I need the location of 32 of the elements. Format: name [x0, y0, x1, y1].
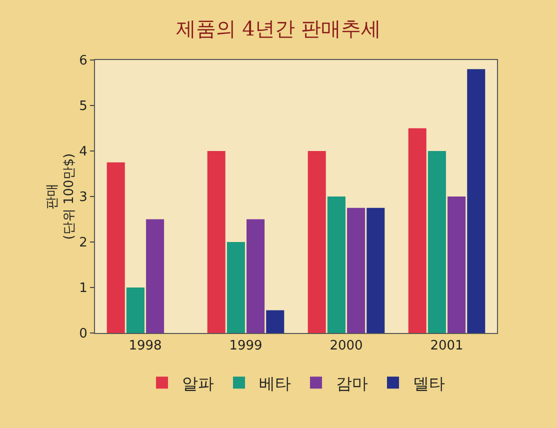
legend-label: 감마 — [336, 374, 368, 393]
y-tick-label: 5 — [79, 99, 88, 114]
y-tick-label: 0 — [79, 326, 88, 342]
bar — [347, 208, 366, 333]
legend-label: 베타 — [259, 374, 291, 393]
y-tick-label: 1 — [79, 281, 88, 296]
legend-label: 알파 — [182, 374, 214, 393]
y-axis-title: 판매 (단위 100만$) — [45, 153, 78, 240]
bar — [408, 128, 426, 333]
bar — [327, 196, 346, 333]
bar — [246, 219, 265, 333]
x-tick-label: 1998 — [128, 338, 162, 354]
bar — [266, 310, 284, 333]
bar — [126, 288, 144, 333]
x-tick-label: 1999 — [229, 338, 262, 354]
bar — [207, 151, 226, 333]
bar — [366, 208, 385, 333]
bar — [226, 242, 245, 333]
y-tick-label: 2 — [79, 236, 88, 251]
legend-label: 델타 — [413, 374, 445, 393]
bar — [428, 151, 446, 333]
chart-title: 제품의 4년간 판매추세 — [176, 16, 382, 40]
x-tick-label: 2000 — [330, 338, 363, 354]
y-tick-label: 4 — [79, 144, 88, 160]
bar — [467, 69, 486, 333]
y-tick-label: 6 — [79, 54, 88, 69]
bar — [146, 219, 164, 333]
bar — [448, 196, 466, 333]
y-tick-label: 3 — [79, 190, 88, 206]
x-tick-label: 2001 — [430, 338, 464, 354]
bar — [106, 162, 125, 333]
bar — [308, 151, 326, 333]
